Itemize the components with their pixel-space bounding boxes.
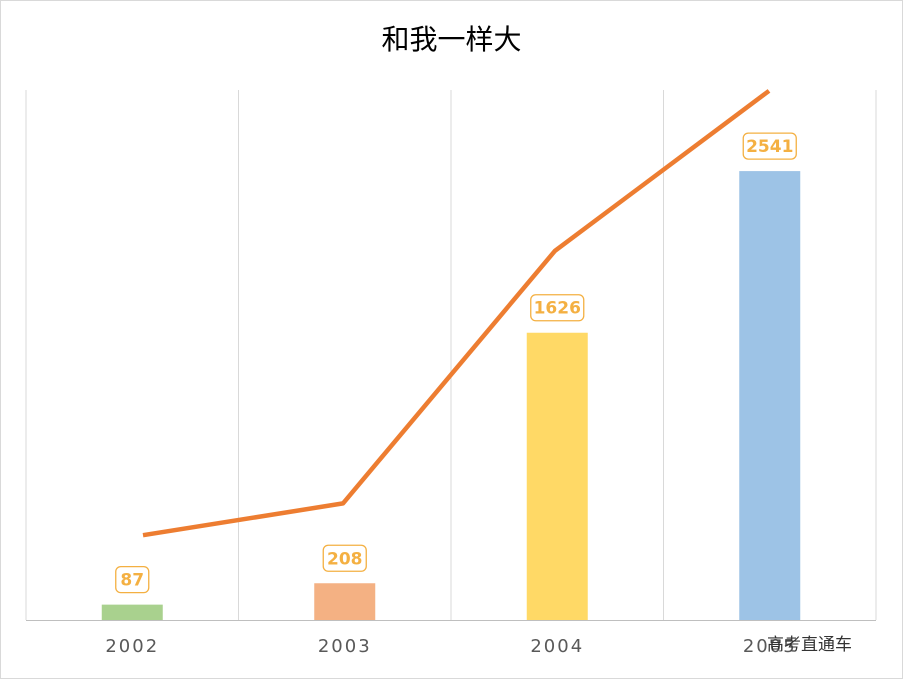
data-label-box	[322, 544, 367, 572]
data-labels: 87 208 1626 2541	[115, 132, 797, 594]
gridlines	[25, 90, 877, 621]
trend-line	[142, 89, 771, 538]
data-label-box	[742, 132, 797, 160]
x-tick-label: 2004	[530, 636, 584, 657]
x-tick-label: 2002	[105, 636, 159, 657]
x-tick-labels: 2002 2003 2004 2005	[105, 636, 797, 657]
data-label: 208	[327, 549, 363, 569]
bar-2005	[739, 171, 801, 620]
x-tick-label: 2003	[318, 636, 372, 657]
data-label-box	[530, 294, 585, 322]
bar-2004	[526, 332, 588, 620]
data-label: 87	[120, 571, 144, 591]
data-label: 2541	[746, 137, 793, 157]
bar-2003	[314, 583, 376, 620]
x-tick-label: 2005	[743, 636, 797, 657]
watermark: 高考直通车	[767, 635, 852, 655]
line-series	[142, 89, 771, 538]
bars	[101, 171, 801, 620]
data-label: 1626	[534, 299, 581, 319]
bar-2002	[101, 604, 163, 620]
chart-title: 和我一样大	[381, 23, 522, 56]
data-label-box	[115, 565, 150, 594]
